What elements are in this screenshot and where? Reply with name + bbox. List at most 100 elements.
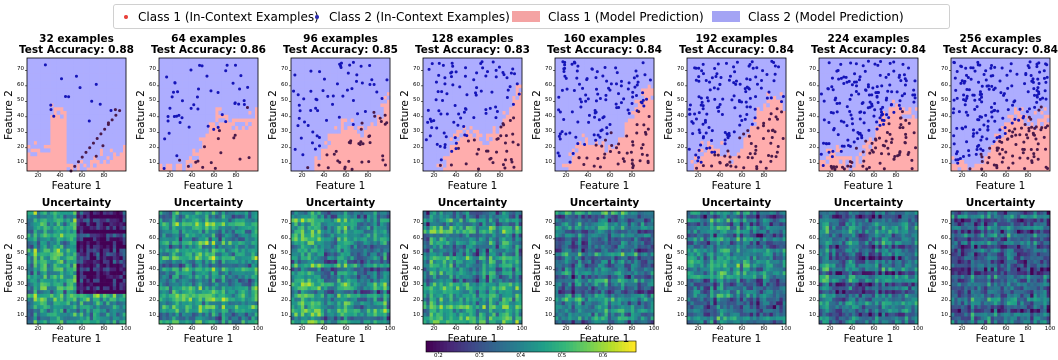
class2-region-cell (60, 58, 64, 63)
class2-region-cell (66, 129, 71, 134)
class2-region-cell (231, 76, 236, 81)
heatmap-cell (307, 237, 312, 242)
heatmap-cell (198, 267, 203, 272)
class2-region-cell (327, 84, 331, 89)
heatmap-cell (324, 252, 328, 257)
class2-region-cell (225, 61, 229, 66)
heatmap-cell (116, 263, 120, 268)
class2-region-cell (198, 76, 203, 81)
heatmap-cell (208, 237, 213, 242)
heatmap-cell (175, 301, 180, 306)
heatmap-cell (231, 267, 236, 272)
heatmap-cell (192, 282, 196, 287)
class2-region-cell (119, 118, 123, 123)
class2-region-cell (300, 148, 305, 153)
class2-region-cell (320, 144, 325, 149)
heatmap-cell (116, 308, 120, 313)
class2-region-cell (27, 129, 31, 134)
heatmap-cell (234, 301, 239, 306)
heatmap-cell (211, 263, 216, 268)
heatmap-cell (380, 259, 384, 265)
heatmap-cell (241, 244, 246, 249)
heatmap-cell (251, 316, 255, 321)
heatmap-cell (221, 259, 226, 265)
class2-point (298, 109, 302, 113)
heatmap-cell (347, 282, 351, 287)
heatmap-cell (357, 301, 361, 306)
class2-region-cell (324, 137, 328, 142)
class2-region-cell (185, 125, 189, 130)
heatmap-cell (66, 222, 71, 227)
heatmap-cell (93, 271, 97, 276)
class2-region-cell (106, 80, 110, 85)
heatmap-cell (162, 218, 166, 223)
heatmap-cell (192, 222, 196, 227)
heatmap-cell (353, 226, 358, 231)
class2-region-cell (333, 114, 338, 119)
class2-region-cell (324, 88, 328, 93)
heatmap-cell (178, 222, 183, 227)
heatmap-cell (380, 290, 384, 295)
heatmap-cell (116, 312, 120, 317)
class1-point (91, 141, 95, 145)
class2-region-cell (188, 140, 193, 145)
class2-region-cell (324, 99, 328, 104)
class2-region-cell (109, 125, 114, 130)
class2-region-cell (195, 76, 199, 81)
heatmap-cell (198, 248, 203, 253)
heatmap-cell (172, 229, 176, 234)
heatmap-cell (188, 241, 193, 246)
heatmap-cell (116, 297, 120, 302)
heatmap-cell (185, 316, 189, 321)
heatmap-cell (86, 312, 90, 317)
heatmap-cell (241, 282, 246, 287)
heatmap-cell (248, 244, 252, 249)
heatmap-cell (27, 275, 31, 280)
class2-region-cell (50, 73, 54, 78)
class2-region-cell (102, 110, 107, 115)
class2-region-cell (99, 61, 104, 66)
heatmap-cell (353, 241, 358, 246)
class2-region-cell (79, 69, 84, 74)
class2-region-cell (168, 84, 173, 89)
heatmap-cell (159, 286, 163, 291)
heatmap-cell (188, 214, 193, 219)
heatmap-cell (66, 293, 71, 298)
class2-region-cell (304, 122, 308, 127)
class2-region-cell (40, 137, 44, 142)
heatmap-cell (33, 301, 38, 306)
heatmap-cell (370, 301, 374, 306)
class2-region-cell (112, 61, 117, 66)
heatmap-cell (211, 286, 216, 291)
class2-region-cell (40, 73, 44, 78)
class2-region-cell (73, 73, 77, 78)
heatmap-cell (231, 252, 236, 257)
heatmap-cell (172, 271, 176, 276)
heatmap-cell (324, 278, 328, 283)
heatmap-cell (386, 290, 391, 295)
heatmap-cell (73, 308, 77, 313)
class2-region-cell (324, 58, 328, 63)
heatmap-cell (234, 290, 239, 295)
heatmap-cell (168, 222, 173, 227)
class2-region-cell (168, 91, 173, 96)
heatmap-cell (66, 226, 71, 231)
class2-region-cell (53, 80, 57, 85)
heatmap-cell (254, 293, 259, 298)
heatmap-cell (317, 252, 321, 257)
heatmap-cell (165, 233, 170, 238)
heatmap-cell (106, 211, 110, 216)
heatmap-cell (112, 222, 117, 227)
class2-region-cell (162, 80, 166, 85)
heatmap-cell (294, 226, 298, 231)
class2-region-cell (350, 88, 354, 93)
class2-region-cell (353, 122, 358, 127)
heatmap-cell (297, 305, 302, 310)
heatmap-cell (376, 248, 381, 253)
class2-point (318, 144, 322, 148)
heatmap-cell (357, 286, 361, 291)
class2-region-cell (314, 144, 318, 149)
legend-label: Class 2 (In-Context Examples) (329, 9, 510, 24)
heatmap-cell (162, 278, 166, 283)
heatmap-cell (43, 267, 48, 272)
